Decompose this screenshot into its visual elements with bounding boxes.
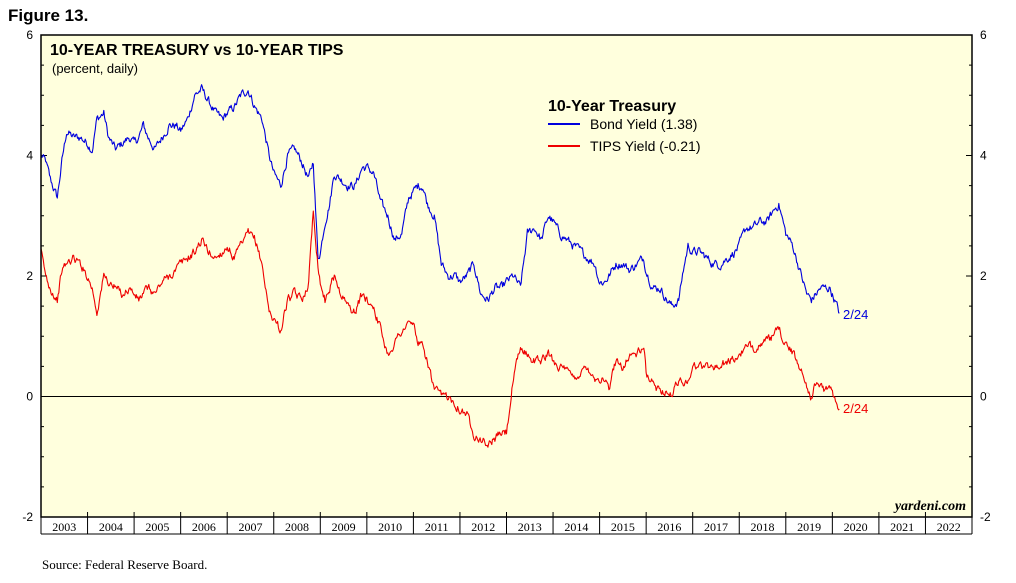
x-tick-label: 2013 xyxy=(518,520,542,534)
end-label-tips: 2/24 xyxy=(843,401,868,416)
end-label-bond: 2/24 xyxy=(843,307,868,322)
series-line-tips xyxy=(40,210,840,448)
source-note: Source: Federal Reserve Board. xyxy=(42,557,208,572)
y-tick-label: 0 xyxy=(26,390,33,404)
x-tick-label: 2016 xyxy=(657,520,681,534)
legend-label-bond: Bond Yield (1.38) xyxy=(590,116,697,132)
y-tick-label: 6 xyxy=(26,28,33,42)
x-tick-label: 2003 xyxy=(52,520,76,534)
y-tick-label-right: -2 xyxy=(980,510,991,524)
plot-area xyxy=(41,35,972,517)
legend-label-tips: TIPS Yield (-0.21) xyxy=(590,138,701,154)
x-tick-label: 2009 xyxy=(332,520,356,534)
figure-label: Figure 13. xyxy=(8,6,89,25)
y-tick-label-right: 2 xyxy=(980,269,987,283)
x-tick-label: 2018 xyxy=(751,520,775,534)
y-tick-label: -2 xyxy=(22,510,33,524)
x-tick-label: 2020 xyxy=(844,520,868,534)
x-tick-label: 2015 xyxy=(611,520,635,534)
x-tick-label: 2012 xyxy=(471,520,495,534)
series-line-bond xyxy=(40,84,840,314)
x-tick-label: 2021 xyxy=(890,520,914,534)
series-layer xyxy=(40,84,840,448)
x-tick-label: 2007 xyxy=(238,520,262,534)
x-axis-ticks: 2003 2004 2005 2006 2007 2008 2009 2010 2011 2012… xyxy=(40,512,973,535)
x-tick-label: 2006 xyxy=(192,520,216,534)
x-tick-label: 2005 xyxy=(145,520,169,534)
y-tick-label: 2 xyxy=(26,269,33,283)
chart-subtitle: (percent, daily) xyxy=(52,61,138,76)
y-tick-label-right: 4 xyxy=(980,149,987,163)
y-tick-label-right: 6 xyxy=(980,28,987,42)
y-tick-label: 4 xyxy=(26,149,33,163)
y-tick-label-right: 0 xyxy=(980,390,987,404)
x-tick-label: 2004 xyxy=(99,520,123,534)
watermark: yardeni.com xyxy=(893,499,966,514)
chart-title: 10-YEAR TREASURY vs 10-YEAR TIPS xyxy=(50,42,344,59)
x-tick-label: 2011 xyxy=(425,520,449,534)
x-tick-label: 2022 xyxy=(937,520,961,534)
x-tick-label: 2014 xyxy=(564,520,588,534)
plot-border xyxy=(40,34,973,518)
x-tick-label: 2017 xyxy=(704,520,728,534)
x-tick-label: 2010 xyxy=(378,520,402,534)
legend-title: 10-Year Treasury xyxy=(548,98,676,115)
x-tick-label: 2008 xyxy=(285,520,309,534)
x-tick-label: 2019 xyxy=(797,520,821,534)
